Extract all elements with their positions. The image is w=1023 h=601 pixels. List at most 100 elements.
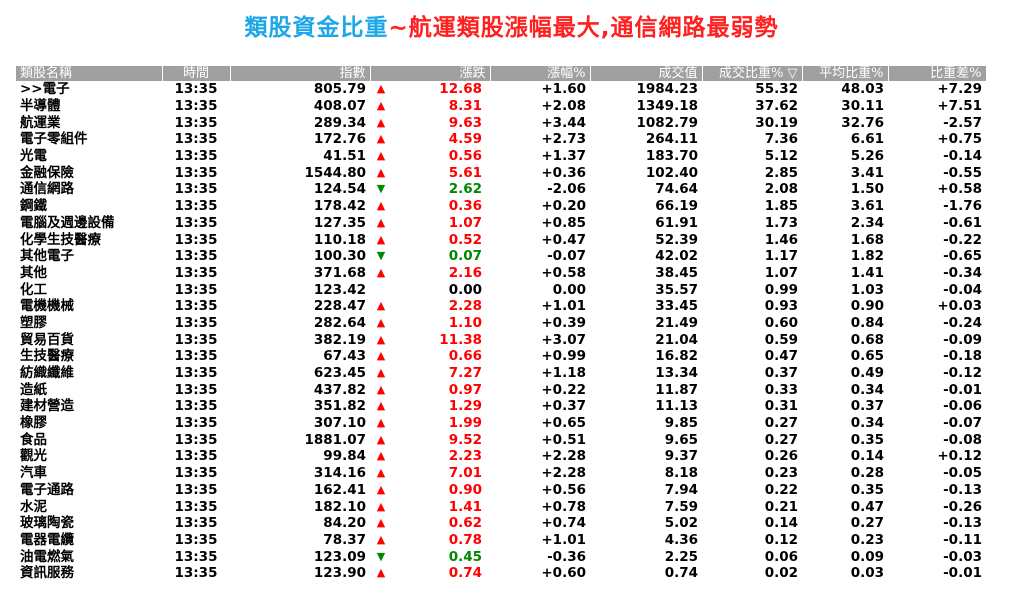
sector-index: 437.82 <box>313 381 366 398</box>
sector-share-diff: +0.58 <box>937 181 982 198</box>
sector-name[interactable]: 電機機械 <box>20 298 74 315</box>
sector-name[interactable]: 電器電纜 <box>20 531 74 548</box>
table-row[interactable]: 電器電纜 13:35 78.37 ▲ 0.78 +1.01 4.36 0.12 0.23 -0.1… <box>16 532 986 549</box>
header-change[interactable]: 漲跌 <box>370 66 491 81</box>
table-row[interactable]: 電子通路 13:35 162.41 ▲ 0.90 +0.56 7.94 0.22 0.35 -0.… <box>16 482 986 499</box>
table-row[interactable]: 電機機械 13:35 228.47 ▲ 2.28 +1.01 33.45 0.93 0.90 +0… <box>16 298 986 315</box>
sector-name[interactable]: 通信網路 <box>20 181 74 198</box>
quote-time: 13:35 <box>174 515 218 532</box>
table-row[interactable]: 紡織纖維 13:35 623.45 ▲ 7.27 +1.18 13.34 0.37 0.49 -0… <box>16 365 986 382</box>
sector-share-diff: +7.29 <box>937 81 982 98</box>
table-row[interactable]: 生技醫療 13:35 67.43 ▲ 0.66 +0.99 16.82 0.47 0.65 -0.… <box>16 348 986 365</box>
sector-index: 99.84 <box>323 448 366 465</box>
quote-time: 13:35 <box>174 298 218 315</box>
sector-change: 1.29 <box>448 398 482 415</box>
sector-index: 84.20 <box>323 515 366 532</box>
sector-avg-share: 0.90 <box>850 298 884 315</box>
table-row[interactable]: 其他 13:35 371.68 ▲ 2.16 +0.58 38.45 1.07 1.41 -0.3… <box>16 265 986 282</box>
sector-name[interactable]: 鋼鐵 <box>20 198 47 215</box>
quote-time: 13:35 <box>174 465 218 482</box>
sector-name[interactable]: 造紙 <box>20 381 47 398</box>
sector-index: 162.41 <box>313 481 366 498</box>
sector-change-pct: +2.28 <box>541 448 586 465</box>
table-row[interactable]: 水泥 13:35 182.10 ▲ 1.41 +0.78 7.59 0.21 0.47 -0.26 <box>16 498 986 515</box>
table-row[interactable]: 光電 13:35 41.51 ▲ 0.56 +1.37 183.70 5.12 5.26 -0.1… <box>16 148 986 165</box>
table-row[interactable]: 汽車 13:35 314.16 ▲ 7.01 +2.28 8.18 0.23 0.28 -0.05 <box>16 465 986 482</box>
sector-name[interactable]: 光電 <box>20 148 47 165</box>
table-row[interactable]: 航運業 13:35 289.34 ▲ 9.63 +3.44 1082.79 30.19 32.7… <box>16 114 986 131</box>
sector-turnover: 61.91 <box>655 214 698 231</box>
sector-name[interactable]: 玻璃陶瓷 <box>20 515 74 532</box>
sector-turnover: 42.02 <box>655 248 698 265</box>
table-row[interactable]: 通信網路 13:35 124.54 ▼ 2.62 -2.06 74.64 2.08 1.50 +0… <box>16 181 986 198</box>
sector-change-pct: +0.37 <box>541 398 586 415</box>
header-index[interactable]: 指數 <box>230 66 371 81</box>
sector-name[interactable]: 航運業 <box>20 114 61 131</box>
header-time[interactable]: 時間 <box>162 66 231 81</box>
table-row[interactable]: 電子零組件 13:35 172.76 ▲ 4.59 +2.73 264.11 7.36 6.61… <box>16 131 986 148</box>
sector-name[interactable]: 汽車 <box>20 465 47 482</box>
sector-name[interactable]: 其他電子 <box>20 248 74 265</box>
table-row[interactable]: 橡膠 13:35 307.10 ▲ 1.99 +0.65 9.85 0.27 0.34 -0.07 <box>16 415 986 432</box>
table-row[interactable]: 其他電子 13:35 100.30 ▼ 0.07 -0.07 42.02 1.17 1.82 -0… <box>16 248 986 265</box>
table-row[interactable]: 鋼鐵 13:35 178.42 ▲ 0.36 +0.20 66.19 1.85 3.61 -1.7… <box>16 198 986 215</box>
sector-turnover: 8.18 <box>664 465 698 482</box>
sector-avg-share: 0.09 <box>850 548 884 565</box>
table-row[interactable]: 化學生技醫療 13:35 110.18 ▲ 0.52 +0.47 52.39 1.46 1.68… <box>16 231 986 248</box>
table-row[interactable]: 貿易百貨 13:35 382.19 ▲ 11.38 +3.07 21.04 0.59 0.68 -… <box>16 331 986 348</box>
header-sector-name[interactable]: 類股名稱 <box>16 66 163 81</box>
table-row[interactable]: 電腦及週邊設備 13:35 127.35 ▲ 1.07 +0.85 61.91 1.73 2.3… <box>16 215 986 232</box>
sector-name[interactable]: >>電子 <box>20 81 70 98</box>
sector-name[interactable]: 其他 <box>20 264 47 281</box>
table-row[interactable]: >>電子 13:35 805.79 ▲ 12.68 +1.60 1984.23 55.32 48… <box>16 81 986 98</box>
sector-name[interactable]: 金融保險 <box>20 164 74 181</box>
sector-name[interactable]: 觀光 <box>20 448 47 465</box>
sector-share-diff: -0.13 <box>943 481 982 498</box>
header-avg-share[interactable]: 平均比重% <box>802 66 889 81</box>
sector-change-pct: +0.47 <box>541 231 586 248</box>
sector-name[interactable]: 化學生技醫療 <box>20 231 101 248</box>
table-row[interactable]: 玻璃陶瓷 13:35 84.20 ▲ 0.62 +0.74 5.02 0.14 0.27 -0.1… <box>16 515 986 532</box>
table-row[interactable]: 半導體 13:35 408.07 ▲ 8.31 +2.08 1349.18 37.62 30.1… <box>16 98 986 115</box>
table-row[interactable]: 油電燃氣 13:35 123.09 ▼ 0.45 -0.36 2.25 0.06 0.09 -0.… <box>16 548 986 565</box>
sector-name[interactable]: 化工 <box>20 281 47 298</box>
header-share-diff[interactable]: 比重差% <box>888 66 987 81</box>
table-row[interactable]: 資訊服務 13:35 123.90 ▲ 0.74 +0.60 0.74 0.02 0.03 -0.… <box>16 565 986 582</box>
table-row[interactable]: 建材營造 13:35 351.82 ▲ 1.29 +0.37 11.13 0.31 0.37 -0… <box>16 398 986 415</box>
table-row[interactable]: 金融保險 13:35 1544.80 ▲ 5.61 +0.36 102.40 2.85 3.41… <box>16 164 986 181</box>
sector-name[interactable]: 紡織纖維 <box>20 365 74 382</box>
sector-change-pct: +2.73 <box>541 131 586 148</box>
sector-name[interactable]: 橡膠 <box>20 415 47 432</box>
header-change-pct[interactable]: 漲幅% <box>490 66 591 81</box>
sector-name[interactable]: 半導體 <box>20 98 61 115</box>
sector-name[interactable]: 電子通路 <box>20 481 74 498</box>
sector-turnover-share: 0.22 <box>764 481 798 498</box>
sector-name[interactable]: 電子零組件 <box>20 131 88 148</box>
sector-name[interactable]: 貿易百貨 <box>20 331 74 348</box>
table-row[interactable]: 觀光 13:35 99.84 ▲ 2.23 +2.28 9.37 0.26 0.14 +0.12 <box>16 448 986 465</box>
sector-share-diff: -0.13 <box>943 515 982 532</box>
sector-name[interactable]: 生技醫療 <box>20 348 74 365</box>
header-turnover[interactable]: 成交值 <box>590 66 703 81</box>
sector-change: 2.62 <box>448 181 482 198</box>
sector-avg-share: 1.50 <box>850 181 884 198</box>
sector-turnover-share: 0.60 <box>764 314 798 331</box>
sector-name[interactable]: 油電燃氣 <box>20 548 74 565</box>
sector-index: 1881.07 <box>304 431 367 448</box>
table-row[interactable]: 造紙 13:35 437.82 ▲ 0.97 +0.22 11.87 0.33 0.34 -0.0… <box>16 381 986 398</box>
sector-turnover-share: 2.85 <box>764 164 798 181</box>
sector-name[interactable]: 建材營造 <box>20 398 74 415</box>
sector-name[interactable]: 資訊服務 <box>20 565 74 582</box>
sector-name[interactable]: 塑膠 <box>20 314 47 331</box>
sector-change-pct: +0.74 <box>541 515 586 532</box>
table-row[interactable]: 塑膠 13:35 282.64 ▲ 1.10 +0.39 21.49 0.60 0.84 -0.2… <box>16 315 986 332</box>
sector-name[interactable]: 水泥 <box>20 498 47 515</box>
header-turnover-share-sorted[interactable]: 成交比重% ▽ <box>702 66 803 81</box>
sector-name[interactable]: 電腦及週邊設備 <box>20 214 115 231</box>
sector-index: 805.79 <box>313 81 366 98</box>
table-row[interactable]: 化工 13:35 123.42 0.00 0.00 35.57 0.99 1.03 -0.04 <box>16 281 986 298</box>
sector-name[interactable]: 食品 <box>20 431 47 448</box>
sector-share-diff: -0.26 <box>943 498 982 515</box>
sector-turnover: 21.49 <box>655 314 698 331</box>
table-row[interactable]: 食品 13:35 1881.07 ▲ 9.52 +0.51 9.65 0.27 0.35 -0.0… <box>16 431 986 448</box>
